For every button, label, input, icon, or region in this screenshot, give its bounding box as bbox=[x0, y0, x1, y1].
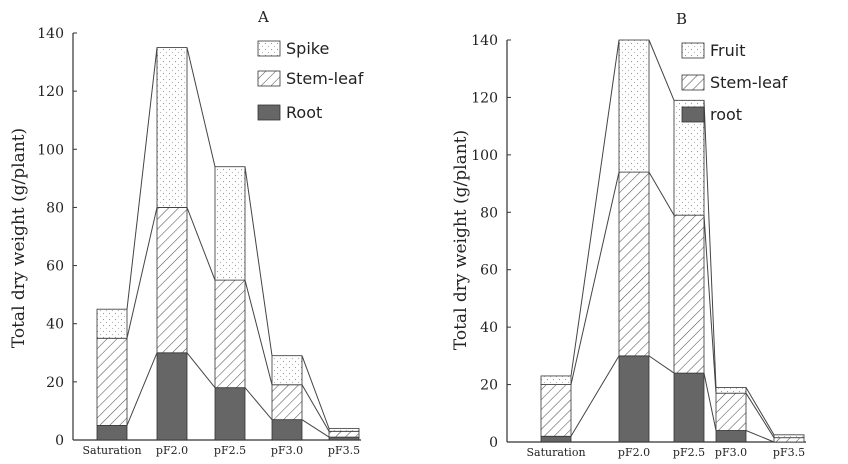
bar-segment-spike bbox=[96, 308, 128, 339]
panel-b: B Total dry weight (g/plant) 0 20 40 60 80 10… bbox=[451, 10, 806, 459]
bar-segment-spike bbox=[214, 166, 246, 281]
bar-segment-stem-leaf bbox=[214, 279, 246, 389]
connector-line bbox=[186, 207, 216, 281]
bar-segment-root bbox=[271, 419, 303, 441]
y-tick-label: 120 bbox=[37, 84, 64, 100]
legend-swatch bbox=[681, 74, 705, 91]
connector-line bbox=[648, 171, 675, 216]
y-tick-label: 120 bbox=[471, 90, 498, 106]
bar-segment-stem-leaf bbox=[156, 207, 188, 354]
bar-segment-root bbox=[156, 352, 188, 441]
connector-line bbox=[301, 419, 330, 438]
connector-line bbox=[244, 279, 273, 385]
x-tick-label: pF3.0 bbox=[271, 444, 303, 457]
bar-segment-fruit bbox=[540, 375, 572, 385]
bar-segment-root bbox=[715, 430, 747, 443]
connector-line bbox=[126, 47, 158, 310]
connector-line bbox=[745, 430, 775, 443]
legend-label: Fruit bbox=[710, 41, 745, 60]
connector-line bbox=[745, 387, 775, 436]
legend-label: Stem-leaf bbox=[286, 69, 364, 88]
bar-segment-root bbox=[618, 355, 650, 443]
bar-segment-stem-leaf bbox=[328, 430, 360, 438]
plot-area-b: 0 20 40 60 80 100 120 140 Saturation pF2.0 pF2.5 pF… bbox=[471, 33, 806, 459]
y-tick-label: 40 bbox=[480, 320, 498, 336]
bar-segment-fruit bbox=[715, 387, 747, 394]
y-tick-label: 100 bbox=[471, 148, 498, 164]
x-tick-label: pF3.0 bbox=[715, 446, 747, 459]
bar-segment-spike bbox=[156, 47, 188, 208]
bar-segment-stem-leaf bbox=[540, 384, 572, 437]
x-tick-label: pF2.0 bbox=[618, 446, 650, 459]
legend-label: Stem-leaf bbox=[710, 73, 788, 92]
legend-label: root bbox=[710, 105, 742, 124]
connector-line bbox=[703, 215, 717, 394]
connector-line bbox=[186, 352, 216, 388]
panel-a: A Total dry weight (g/plant) 0 20 40 60 80 10… bbox=[9, 8, 364, 457]
connector-line bbox=[244, 166, 273, 356]
connector-line bbox=[648, 355, 675, 374]
legend-label: Root bbox=[286, 103, 322, 122]
x-tick-label: pF2.0 bbox=[156, 444, 188, 457]
bar-segment-stem-leaf bbox=[773, 437, 805, 443]
x-tick-label: pF2.5 bbox=[214, 444, 246, 457]
bar-segment-root bbox=[328, 436, 360, 441]
bar-segment-root bbox=[96, 425, 128, 441]
bar-segment-root bbox=[673, 372, 705, 443]
y-axis-title-b: Total dry weight (g/plant) bbox=[451, 130, 471, 350]
y-tick-label: 100 bbox=[37, 142, 64, 158]
legend-swatch bbox=[681, 106, 705, 123]
y-tick-label: 140 bbox=[471, 33, 498, 49]
x-tick-label: Saturation bbox=[526, 446, 585, 459]
y-tick-label: 20 bbox=[46, 375, 64, 391]
legend-swatch bbox=[681, 42, 705, 59]
connector-line bbox=[570, 39, 620, 377]
bar-segment-stem-leaf bbox=[271, 384, 303, 421]
connector-line bbox=[570, 355, 620, 437]
bar-segment-stem-leaf bbox=[673, 214, 705, 374]
y-tick-label: 80 bbox=[480, 205, 498, 221]
connector-line bbox=[570, 171, 620, 385]
y-tick-label: 0 bbox=[489, 435, 498, 451]
connector-line bbox=[301, 384, 330, 432]
connector-line bbox=[745, 392, 775, 438]
y-axis-title-a: Total dry weight (g/plant) bbox=[9, 128, 29, 348]
y-tick-label: 60 bbox=[46, 259, 64, 275]
bar-segment-spike bbox=[328, 427, 360, 432]
y-tick-label: 140 bbox=[37, 26, 64, 42]
legend-label: Spike bbox=[286, 39, 329, 58]
x-tick-label: pF3.5 bbox=[773, 446, 805, 459]
bar-segment-root bbox=[540, 435, 572, 443]
panel-label-b: B bbox=[676, 10, 687, 28]
connector-line bbox=[703, 100, 717, 388]
panel-label-a: A bbox=[257, 8, 269, 26]
bar-segment-root bbox=[214, 387, 246, 441]
legend-swatch bbox=[257, 104, 281, 121]
plot-area-a: 0 20 40 60 80 100 120 140 Saturation pF2.0 pF2.5 pF… bbox=[37, 26, 363, 457]
y-tick-label: 60 bbox=[480, 263, 498, 279]
x-tick-label: Saturation bbox=[82, 444, 141, 457]
bar-segment-fruit bbox=[618, 39, 650, 173]
legend-swatch bbox=[257, 70, 281, 87]
connector-line bbox=[244, 387, 273, 420]
bar-segment-spike bbox=[271, 355, 303, 386]
connector-line bbox=[703, 372, 717, 431]
x-tick-label: pF2.5 bbox=[673, 446, 705, 459]
connector-line bbox=[648, 39, 675, 101]
bar-segment-stem-leaf bbox=[618, 171, 650, 357]
y-tick-label: 20 bbox=[480, 378, 498, 394]
x-tick-label: pF3.5 bbox=[328, 444, 360, 457]
connector-line bbox=[126, 207, 158, 339]
legend-swatch bbox=[257, 40, 281, 57]
bar-segment-stem-leaf bbox=[715, 392, 747, 431]
y-tick-label: 80 bbox=[46, 200, 64, 216]
connector-line bbox=[186, 47, 216, 167]
bar-segment-fruit bbox=[773, 434, 805, 439]
connector-line bbox=[301, 355, 330, 429]
bar-segment-stem-leaf bbox=[96, 337, 128, 426]
connector-line bbox=[126, 352, 158, 426]
y-tick-label: 0 bbox=[55, 433, 64, 449]
y-tick-label: 40 bbox=[46, 317, 64, 333]
